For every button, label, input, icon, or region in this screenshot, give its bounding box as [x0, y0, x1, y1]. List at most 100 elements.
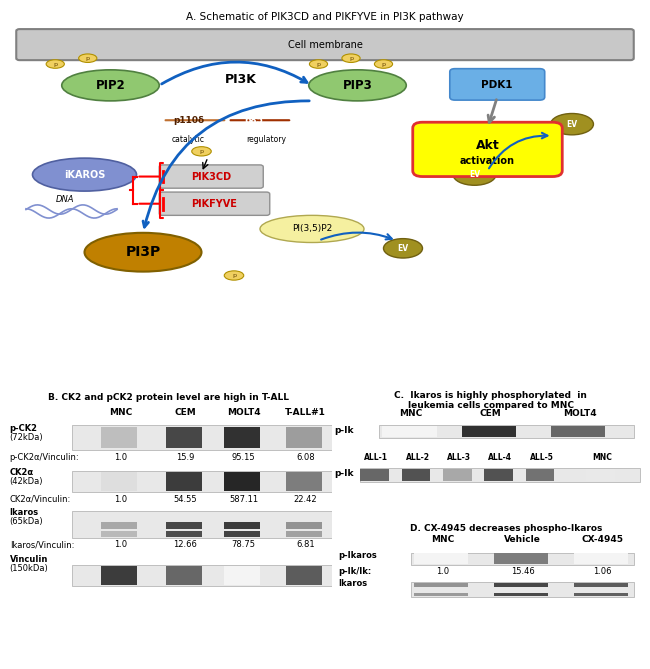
FancyBboxPatch shape	[443, 469, 472, 481]
FancyBboxPatch shape	[224, 522, 260, 529]
Text: p-Ik/Ik:: p-Ik/Ik:	[338, 567, 371, 576]
Ellipse shape	[224, 271, 244, 280]
Text: PIP2: PIP2	[96, 79, 125, 92]
Text: Akt: Akt	[476, 139, 499, 152]
FancyBboxPatch shape	[402, 469, 430, 481]
FancyBboxPatch shape	[286, 531, 322, 537]
Text: MNC: MNC	[592, 453, 612, 462]
Ellipse shape	[84, 233, 202, 272]
Ellipse shape	[551, 114, 593, 135]
Text: PIP3: PIP3	[343, 79, 372, 92]
Text: CX-4945: CX-4945	[581, 535, 623, 544]
Text: PIK3CD: PIK3CD	[191, 171, 231, 181]
FancyBboxPatch shape	[166, 427, 202, 448]
Text: Vinculin: Vinculin	[10, 555, 48, 564]
FancyBboxPatch shape	[573, 583, 628, 587]
FancyBboxPatch shape	[360, 468, 640, 482]
Text: Vehicle: Vehicle	[504, 535, 541, 544]
Text: ALL-1: ALL-1	[364, 453, 388, 462]
Text: p-Ik: p-Ik	[335, 469, 354, 478]
Text: MOLT4: MOLT4	[563, 409, 597, 418]
FancyBboxPatch shape	[573, 593, 628, 596]
Text: 1.0: 1.0	[114, 540, 127, 549]
FancyBboxPatch shape	[166, 472, 202, 491]
FancyBboxPatch shape	[72, 471, 332, 492]
Text: 6.81: 6.81	[296, 540, 315, 549]
Text: p: p	[382, 62, 385, 66]
Ellipse shape	[62, 70, 159, 101]
FancyBboxPatch shape	[224, 427, 260, 448]
Ellipse shape	[309, 60, 328, 68]
Text: p85: p85	[244, 116, 263, 125]
FancyBboxPatch shape	[224, 566, 260, 585]
Text: ALL-4: ALL-4	[488, 453, 512, 462]
Text: B. CK2 and pCK2 protein level are high in T-ALL: B. CK2 and pCK2 protein level are high i…	[49, 393, 289, 402]
Ellipse shape	[46, 60, 64, 68]
FancyBboxPatch shape	[411, 553, 634, 565]
Ellipse shape	[192, 147, 211, 156]
Text: CK2α: CK2α	[10, 468, 34, 477]
FancyBboxPatch shape	[382, 426, 437, 437]
Text: 1.0: 1.0	[436, 567, 450, 576]
FancyBboxPatch shape	[414, 553, 469, 564]
FancyBboxPatch shape	[360, 469, 389, 481]
Text: DNA: DNA	[56, 195, 74, 204]
Text: CEM: CEM	[480, 409, 502, 418]
FancyBboxPatch shape	[72, 565, 332, 586]
Text: ALL-3: ALL-3	[447, 453, 471, 462]
FancyBboxPatch shape	[166, 522, 202, 529]
Text: D. CX-4945 decreases phospho-Ikaros: D. CX-4945 decreases phospho-Ikaros	[411, 524, 603, 533]
Ellipse shape	[309, 70, 406, 101]
Text: Ikaros: Ikaros	[338, 579, 367, 588]
FancyBboxPatch shape	[551, 426, 605, 437]
Text: MOLT4: MOLT4	[227, 407, 261, 417]
FancyBboxPatch shape	[526, 469, 554, 481]
Text: 1.0: 1.0	[114, 494, 127, 504]
Text: T-ALL#1: T-ALL#1	[285, 407, 326, 417]
FancyBboxPatch shape	[159, 165, 263, 188]
Text: 78.75: 78.75	[232, 540, 255, 549]
Text: Cell membrane: Cell membrane	[287, 39, 363, 50]
Text: p-Ik: p-Ik	[335, 425, 354, 435]
FancyBboxPatch shape	[413, 122, 562, 177]
Text: PI(3,5)P2: PI(3,5)P2	[292, 224, 332, 233]
Text: p: p	[86, 56, 90, 61]
FancyBboxPatch shape	[159, 192, 270, 215]
Text: p-Ikaros: p-Ikaros	[338, 551, 376, 560]
Text: PDK1: PDK1	[482, 80, 513, 90]
Text: Ikaros: Ikaros	[10, 508, 39, 517]
FancyBboxPatch shape	[286, 522, 322, 529]
Text: MNC: MNC	[400, 409, 422, 418]
Text: 6.08: 6.08	[296, 453, 315, 462]
Text: MNC: MNC	[432, 535, 454, 544]
FancyBboxPatch shape	[494, 583, 548, 587]
Text: 587.11: 587.11	[229, 494, 258, 504]
FancyBboxPatch shape	[573, 553, 628, 564]
Text: p: p	[200, 149, 203, 154]
FancyBboxPatch shape	[586, 469, 615, 481]
Text: CK2α/Vinculin:: CK2α/Vinculin:	[10, 494, 71, 504]
FancyBboxPatch shape	[286, 566, 322, 585]
FancyBboxPatch shape	[224, 472, 260, 491]
Text: 22.42: 22.42	[294, 494, 317, 504]
Text: EV: EV	[397, 244, 409, 253]
FancyBboxPatch shape	[484, 469, 513, 481]
FancyBboxPatch shape	[16, 29, 634, 60]
FancyBboxPatch shape	[462, 426, 516, 437]
Text: (72kDa): (72kDa)	[10, 433, 44, 442]
Text: ALL-5: ALL-5	[530, 453, 554, 462]
Text: Ikaros/Vinculin:: Ikaros/Vinculin:	[10, 540, 74, 549]
Text: 1.0: 1.0	[114, 453, 127, 462]
Text: EV: EV	[566, 120, 578, 128]
Text: 15.9: 15.9	[176, 453, 194, 462]
FancyBboxPatch shape	[72, 511, 332, 538]
Text: CEM: CEM	[174, 407, 196, 417]
FancyBboxPatch shape	[166, 566, 202, 585]
FancyBboxPatch shape	[286, 472, 322, 491]
Ellipse shape	[79, 54, 97, 62]
Text: regulatory: regulatory	[246, 135, 287, 145]
FancyBboxPatch shape	[411, 582, 634, 597]
Text: PIKFYVE: PIKFYVE	[192, 199, 237, 209]
Ellipse shape	[384, 239, 423, 258]
Text: (42kDa): (42kDa)	[10, 477, 44, 486]
